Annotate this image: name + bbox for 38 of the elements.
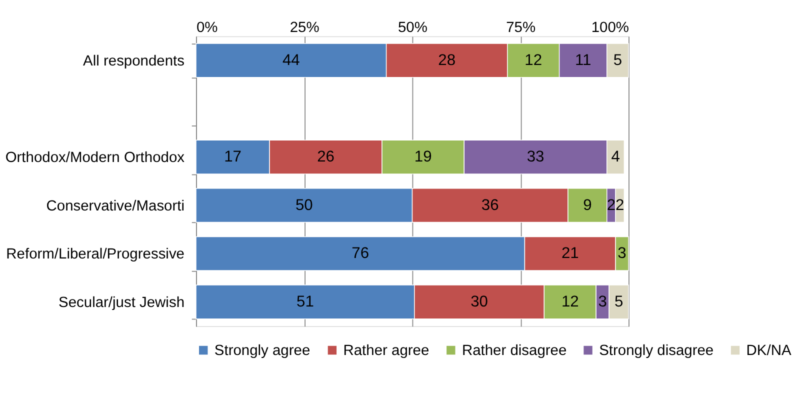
legend-label: Rather disagree: [462, 342, 567, 359]
x-tick-label: 75%: [506, 20, 536, 36]
data-label: 11: [574, 52, 592, 69]
data-label: 3: [598, 294, 607, 311]
data-label: 5: [613, 52, 622, 69]
y-tick-label: Reform/Liberal/Progressive: [6, 246, 185, 263]
data-label: 26: [317, 148, 334, 166]
data-label: 12: [524, 52, 542, 69]
data-label: 50: [295, 196, 314, 214]
y-tick-label: Conservative/Masorti: [46, 198, 185, 214]
legend-label: DK/NA: [746, 342, 792, 359]
x-tick-label: 0%: [196, 20, 218, 36]
data-label: 3: [618, 245, 626, 262]
data-label: 30: [470, 294, 488, 311]
x-tick-label: 50%: [398, 20, 428, 36]
data-label: 44: [282, 52, 300, 69]
data-label: 28: [438, 52, 456, 69]
data-label: 76: [352, 245, 370, 262]
data-label: 19: [414, 148, 432, 166]
data-label: 33: [526, 148, 544, 166]
data-label: 5: [614, 294, 624, 311]
x-tick-label: 25%: [290, 20, 320, 36]
data-label: 17: [224, 148, 242, 166]
y-tick-label: Secular/just Jewish: [58, 295, 185, 312]
data-label: 2: [616, 196, 624, 214]
legend-label: Strongly disagree: [599, 342, 714, 359]
y-tick-label: All respondents: [83, 53, 185, 70]
legend-label: Strongly agree: [214, 342, 310, 359]
data-label: 4: [611, 148, 620, 166]
y-tick-label: Orthodox/Modern Orthodox: [5, 150, 186, 166]
data-label: 51: [296, 294, 314, 311]
data-label: 2: [606, 196, 616, 214]
data-label: 36: [481, 196, 499, 214]
data-label: 12: [561, 294, 579, 311]
data-label: 21: [561, 245, 579, 262]
legend-label: Rather agree: [343, 342, 430, 359]
x-tick-label: 100%: [591, 20, 629, 36]
data-label: 9: [583, 196, 592, 214]
